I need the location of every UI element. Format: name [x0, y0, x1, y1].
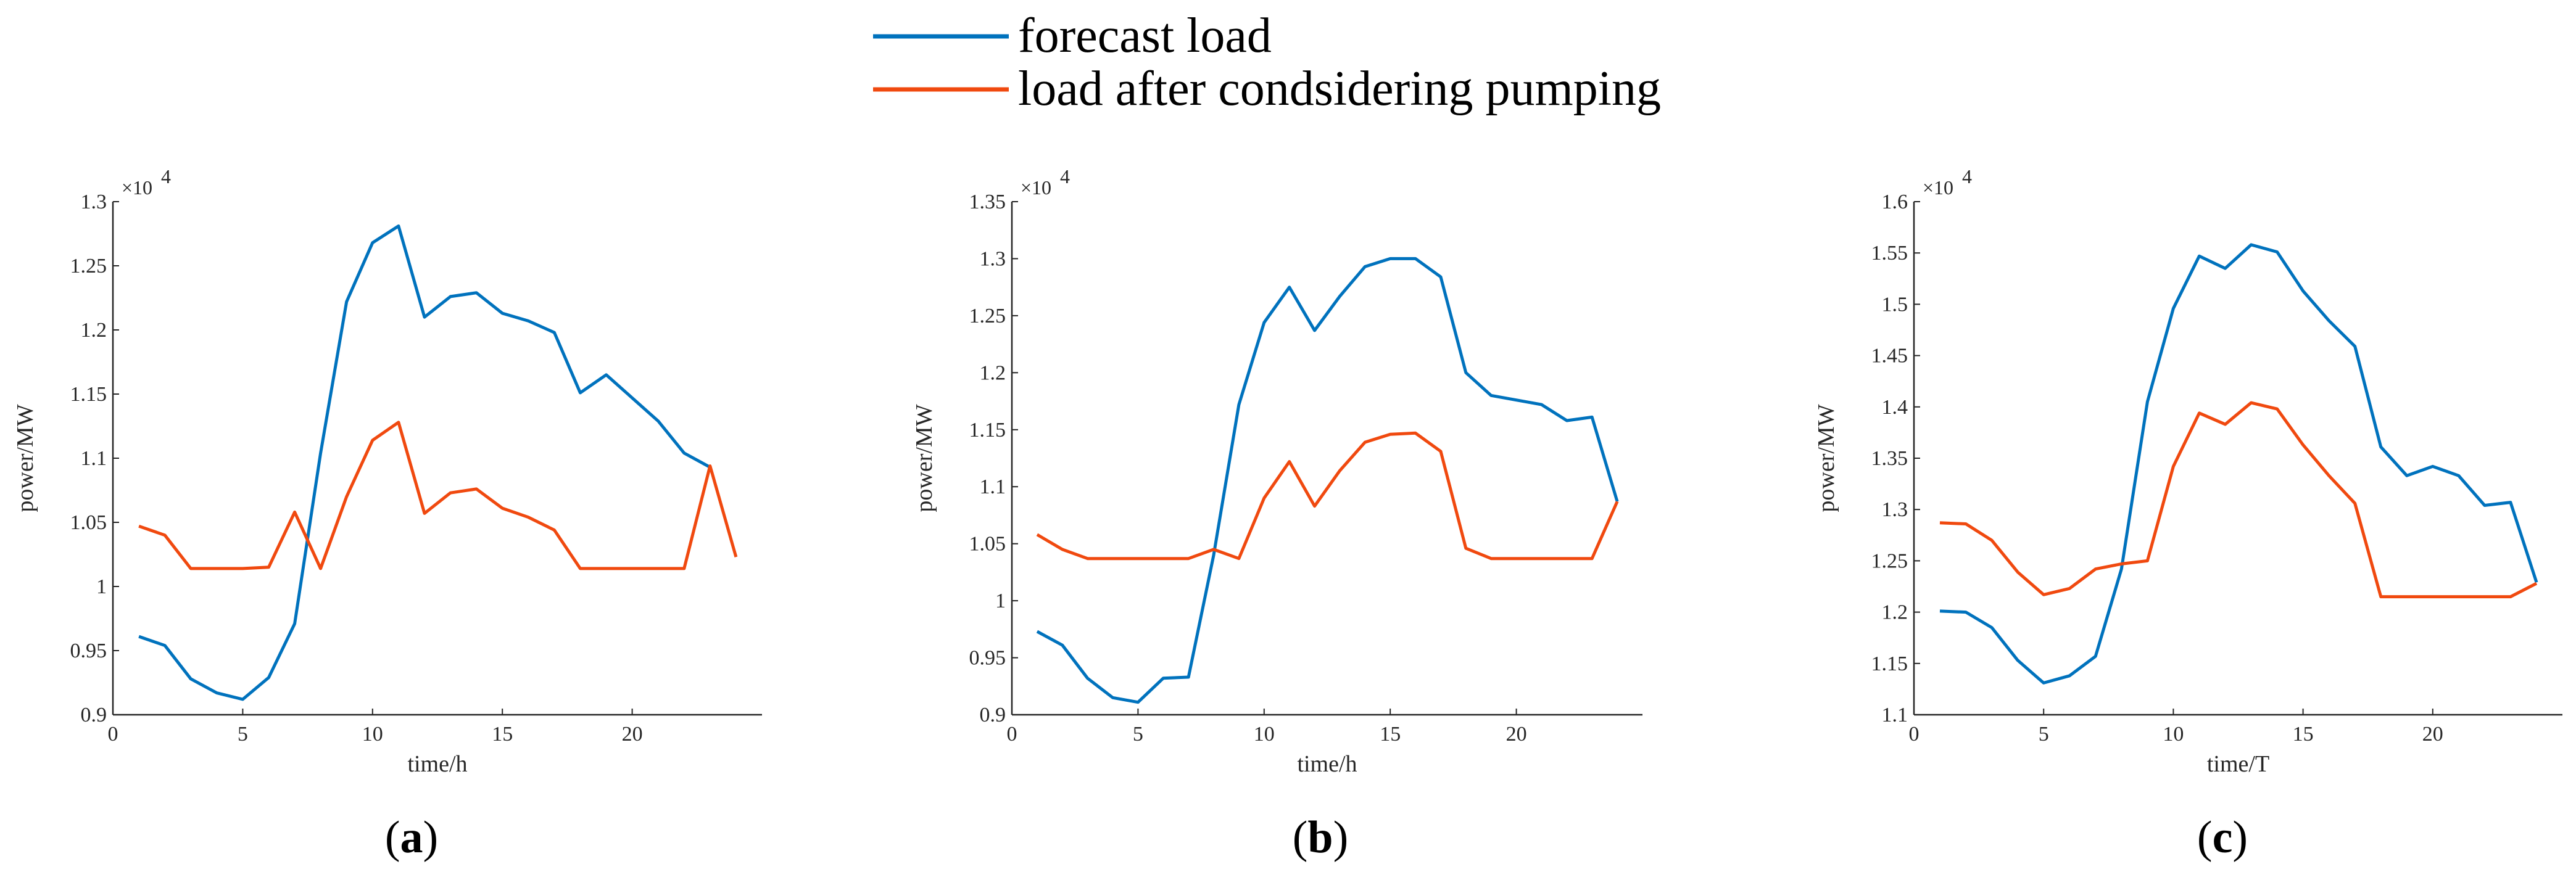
x-tick-label: 5 — [1133, 723, 1143, 746]
y-tick-label: 1.05 — [70, 511, 107, 534]
y-tick-label: 1.5 — [1882, 293, 1908, 316]
chart-panel-a: 0 5 10 15 20 0.9 0.95 1 1.05 1.1 1.15 1.2 1.25 1.3 ×10… — [12, 165, 762, 863]
y-tick-label: 1.15 — [70, 383, 107, 406]
y-tick-label: 1.35 — [969, 191, 1006, 213]
legend: forecast load load after condsidering pu… — [873, 9, 1661, 116]
y-exponent-power: 4 — [1060, 165, 1070, 187]
y-tick-label: 1.25 — [969, 305, 1006, 327]
panel-caption: (c) — [2197, 812, 2248, 863]
x-tick-label: 0 — [1909, 723, 1920, 746]
y-tick-label: 1 — [995, 590, 1006, 612]
series-line-forecast — [138, 224, 711, 701]
legend-label-after: load after condsidering pumping — [1018, 62, 1661, 116]
y-exponent-power: 4 — [1962, 165, 1972, 187]
y-tick-label: 1.2 — [1882, 601, 1908, 624]
y-axis-label: power/MW — [12, 404, 38, 512]
y-tick-label: 1.25 — [70, 255, 107, 278]
panel-caption: (b) — [1293, 812, 1348, 863]
y-tick-label: 1.1 — [980, 475, 1006, 498]
y-tick-label: 1.55 — [1871, 242, 1908, 265]
y-tick-label: 1.2 — [81, 319, 107, 342]
x-tick-label: 15 — [1380, 723, 1401, 746]
x-tick-label: 0 — [108, 723, 118, 746]
x-tick-label: 0 — [1007, 723, 1017, 746]
x-tick-label: 20 — [1506, 723, 1527, 746]
x-tick-label: 5 — [2039, 723, 2049, 746]
y-tick-label: 1.45 — [1871, 345, 1908, 368]
y-tick-label: 1.05 — [969, 533, 1006, 556]
y-exponent-base: ×10 — [1021, 176, 1051, 199]
y-exponent-base: ×10 — [122, 176, 152, 199]
chart-panel-c: 0 5 10 15 20 1.1 1.15 1.2 1.25 1.3 1.35 1.4 1.45 1.5 1… — [1813, 165, 2562, 863]
y-tick-label: 1.1 — [81, 447, 107, 470]
y-exponent-base: ×10 — [1923, 176, 1953, 199]
y-tick-label: 0.95 — [70, 640, 107, 662]
series-line-after — [138, 421, 738, 570]
x-tick-label: 10 — [2163, 723, 2184, 746]
x-tick-label: 20 — [622, 723, 643, 746]
y-tick-label: 1.25 — [1871, 549, 1908, 572]
series-line-after — [1939, 401, 2538, 599]
x-axis-label: time/h — [1297, 751, 1357, 777]
x-tick-label: 5 — [238, 723, 248, 746]
legend-label-forecast: forecast load — [1018, 9, 1272, 63]
series-line-forecast — [1939, 243, 2538, 685]
chart-panel-b: 0 5 10 15 20 0.9 0.95 1 1.05 1.1 1.15 1.2 1.25 1.3 1.3… — [911, 165, 1642, 863]
x-tick-label: 10 — [1254, 723, 1275, 746]
y-tick-label: 1.1 — [1882, 704, 1908, 726]
series-line-forecast — [1036, 257, 1619, 704]
y-tick-label: 1.4 — [1882, 396, 1908, 419]
x-tick-label: 15 — [492, 723, 513, 746]
y-tick-label: 1.2 — [980, 361, 1006, 384]
x-axis-label: time/h — [407, 751, 467, 777]
x-tick-label: 15 — [2293, 723, 2314, 746]
y-tick-label: 0.9 — [980, 704, 1006, 726]
y-tick-label: 1.35 — [1871, 447, 1908, 470]
y-tick-label: 1.3 — [81, 191, 107, 213]
y-tick-label: 1.15 — [969, 419, 1006, 442]
y-tick-label: 1 — [96, 575, 107, 598]
y-tick-label: 0.9 — [81, 704, 107, 726]
y-exponent-power: 4 — [161, 165, 171, 187]
y-axis-label: power/MW — [911, 404, 937, 512]
y-tick-label: 1.6 — [1882, 191, 1908, 213]
x-axis-label: time/T — [2207, 751, 2269, 777]
series-line-after — [1036, 431, 1619, 561]
y-tick-label: 1.3 — [1882, 498, 1908, 521]
panel-caption: (a) — [385, 812, 438, 863]
y-axis-label: power/MW — [1813, 404, 1839, 512]
x-tick-label: 10 — [362, 723, 383, 746]
x-tick-label: 20 — [2422, 723, 2443, 746]
y-tick-label: 0.95 — [969, 647, 1006, 670]
y-tick-label: 1.15 — [1871, 652, 1908, 675]
y-tick-label: 1.3 — [980, 247, 1006, 270]
